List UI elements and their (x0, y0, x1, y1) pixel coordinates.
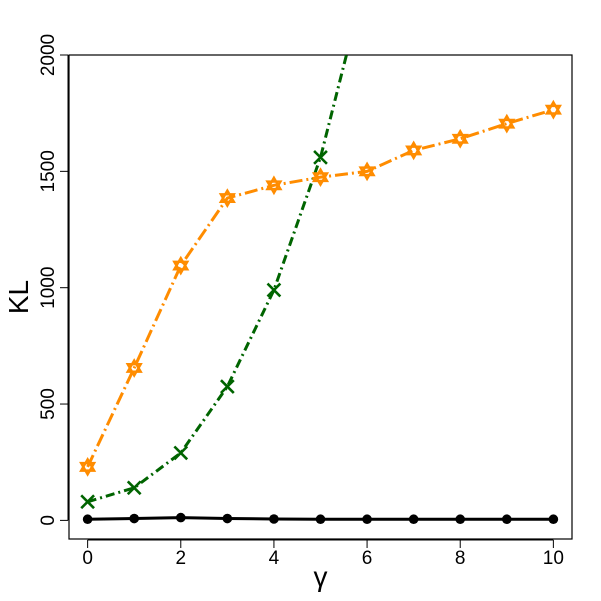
x-tick-label: 6 (362, 548, 373, 569)
marker-triangle-up (405, 140, 423, 156)
marker-triangle-down (218, 193, 236, 209)
data-point (451, 128, 469, 149)
data-point (544, 99, 562, 120)
series (79, 99, 562, 477)
data-point (220, 379, 235, 394)
marker-triangle-down (405, 145, 423, 161)
series-line (86, 108, 554, 468)
marker-triangle-up (358, 161, 376, 177)
data-point (80, 494, 95, 510)
x-tick-label: 4 (269, 548, 280, 569)
data-point (548, 514, 559, 525)
data-point (311, 167, 330, 188)
y-tick-label: 0 (38, 515, 59, 526)
marker-triangle-up (544, 99, 562, 115)
data-point (408, 514, 419, 525)
data-point (125, 358, 143, 378)
data-point (82, 514, 93, 525)
marker-triangle-down (125, 363, 143, 378)
y-tick-label: 500 (38, 388, 59, 420)
marker-triangle-down (498, 118, 516, 134)
y-axis-label: KL (3, 280, 34, 314)
y-tick-label: 1500 (38, 150, 59, 192)
data-point (265, 175, 283, 196)
data-point (126, 480, 142, 496)
marker-triangle-up (311, 167, 330, 183)
marker-triangle-up (125, 358, 143, 373)
data-point (269, 514, 279, 524)
data-point (501, 514, 512, 525)
x-axis-label: γ (314, 561, 328, 592)
data-point (79, 456, 97, 477)
x-tick-label: 0 (82, 548, 93, 569)
marker-triangle-down (358, 166, 376, 182)
data-point (175, 512, 186, 523)
data-point (498, 113, 516, 134)
marker-triangle-up (265, 175, 283, 191)
data-point (362, 514, 372, 525)
x-axis: 0 2 4 6 8 10 (82, 539, 564, 569)
marker-triangle-down (544, 104, 562, 120)
y-tick-label: 2000 (38, 34, 59, 76)
series-layer (79, 55, 562, 525)
plot-area-frame (68, 54, 573, 540)
x-tick-label: 8 (455, 548, 466, 569)
marker-triangle-up (498, 113, 516, 129)
data-point (315, 514, 326, 525)
marker-triangle-up (451, 128, 469, 144)
data-point (358, 161, 376, 182)
marker-triangle-up (172, 255, 190, 271)
x-tick-label: 2 (175, 548, 186, 569)
data-point (129, 513, 140, 524)
marker-triangle-up (79, 456, 97, 472)
marker-triangle-down (79, 461, 97, 477)
data-point (313, 150, 328, 165)
data-point (405, 140, 423, 161)
series-line (87, 55, 348, 504)
data-point (173, 445, 189, 461)
marker-triangle-up (218, 188, 236, 204)
marker-triangle-down (311, 172, 330, 188)
marker-triangle-down (265, 180, 283, 196)
data-point (218, 188, 236, 209)
y-axis: 0 500 1000 1500 2000 (38, 34, 69, 526)
marker-triangle-down (172, 260, 190, 276)
data-point (222, 513, 233, 524)
data-point (455, 514, 466, 525)
data-point (172, 255, 190, 276)
series (80, 55, 348, 510)
series (82, 512, 559, 525)
marker-triangle-down (451, 133, 469, 149)
x-tick-label: 10 (543, 548, 564, 569)
data-point (266, 282, 282, 298)
y-tick-label: 1000 (38, 267, 59, 309)
